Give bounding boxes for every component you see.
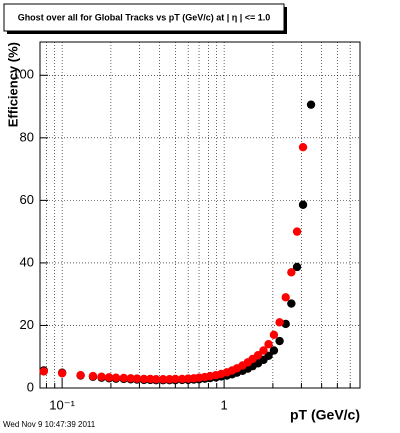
- data-point: [259, 346, 268, 355]
- data-point: [88, 371, 98, 381]
- y-tick-label: 60: [20, 192, 34, 207]
- timestamp: Wed Nov 9 10:47:39 2011: [3, 420, 96, 429]
- data-point: [126, 374, 135, 383]
- data-point: [139, 374, 149, 384]
- x-tick-label: 1: [221, 397, 228, 412]
- data-point: [275, 318, 284, 327]
- data-point: [287, 268, 296, 277]
- y-axis-label: Efficiency (%): [5, 42, 20, 127]
- data-point: [151, 375, 161, 384]
- plot-frame: [39, 41, 361, 389]
- title-box: [3, 3, 285, 32]
- y-tick-label: 80: [20, 129, 34, 144]
- y-tick-label: 40: [20, 254, 34, 269]
- data-point: [292, 227, 302, 236]
- x-axis-label: pT (GeV/c): [290, 407, 360, 423]
- data-point: [281, 293, 290, 302]
- data-point: [306, 100, 316, 109]
- y-tick-label: 100: [12, 67, 34, 82]
- data-point: [104, 373, 114, 382]
- data-point: [57, 369, 67, 378]
- data-point: [264, 351, 273, 360]
- data-point: [111, 373, 121, 382]
- data-point: [298, 200, 308, 209]
- x-tick-label: 10⁻¹: [49, 397, 75, 412]
- data-point: [171, 374, 180, 384]
- data-point: [76, 370, 85, 380]
- data-point: [158, 375, 168, 384]
- data-point: [269, 346, 279, 355]
- data-point: [269, 330, 279, 340]
- chart-title: Ghost over all for Global Tracks vs pT (…: [18, 12, 271, 22]
- y-tick-label: 20: [20, 317, 34, 332]
- data-point: [264, 340, 273, 349]
- data-point: [97, 372, 106, 381]
- data-point: [275, 336, 284, 346]
- data-point: [287, 299, 296, 308]
- data-point: [177, 374, 187, 384]
- data-point: [39, 367, 48, 376]
- data-point: [298, 143, 308, 152]
- data-point: [132, 374, 142, 383]
- data-point: [292, 262, 302, 272]
- data-point: [253, 350, 263, 360]
- data-point: [119, 373, 128, 383]
- y-tick-label: 0: [27, 379, 34, 394]
